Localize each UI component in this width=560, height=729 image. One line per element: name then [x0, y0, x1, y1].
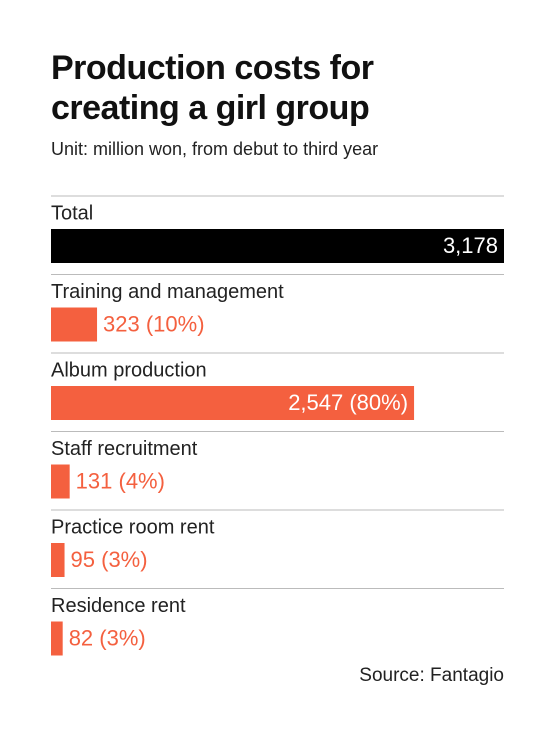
category-label: Staff recruitment [51, 438, 198, 460]
bar [51, 307, 98, 342]
chart-subtitle: Unit: million won, from debut to third y… [51, 139, 379, 159]
bar [51, 386, 415, 420]
category-label: Residence rent [51, 595, 186, 617]
value-label: 82 (3%) [69, 625, 146, 650]
category-label: Training and management [51, 281, 284, 303]
bar [51, 464, 70, 499]
value-label: 323 (10%) [103, 311, 205, 336]
bar [51, 543, 65, 577]
bar [51, 621, 63, 656]
category-label: Album production [51, 359, 207, 381]
category-label: Total [51, 202, 93, 224]
category-label: Practice room rent [51, 516, 215, 538]
value-label: 3,178 [443, 233, 498, 258]
value-label: 131 (4%) [76, 468, 165, 493]
value-label: 2,547 (80%) [288, 390, 408, 415]
bar [51, 229, 504, 263]
source: Source: Fantagio [359, 665, 504, 686]
value-label: 95 (3%) [71, 547, 148, 572]
chart-title: Production costs for creating a girl gro… [51, 49, 374, 127]
